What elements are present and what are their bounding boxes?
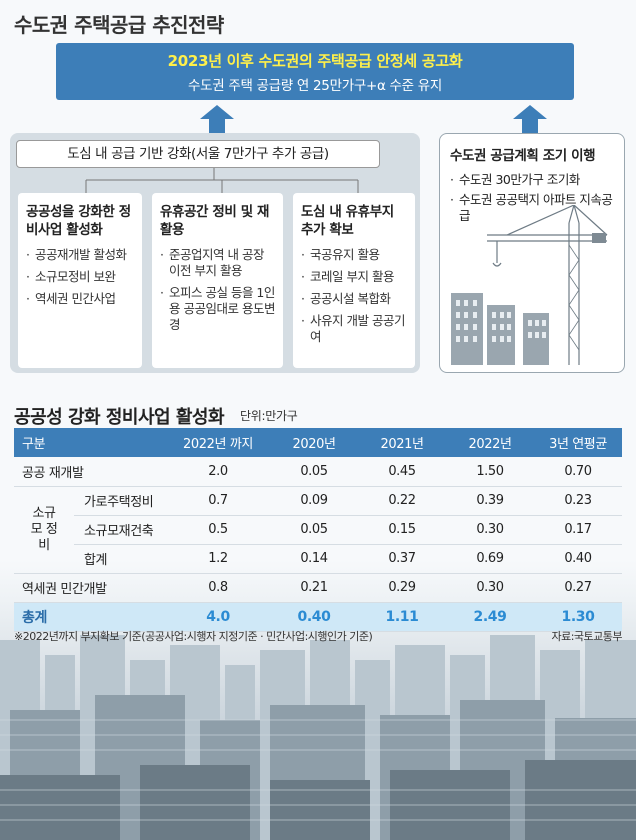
table-cell: 1.2: [166, 544, 270, 574]
list-item: 소규모정비 보완: [26, 269, 134, 285]
row-label: 가로주택정비: [74, 486, 166, 516]
table-cell: 0.39: [446, 486, 534, 516]
column-title: 공공성을 강화한 정비사업 활성화: [26, 204, 131, 238]
table-cell: 2.0: [166, 457, 270, 487]
table-cell: 1.11: [358, 602, 446, 632]
table-cell: 0.22: [358, 486, 446, 516]
strategy-heading: 도심 내 공급 기반 강화(서울 7만가구 추가 공급): [16, 140, 380, 168]
apartment-city-photo: [0, 600, 636, 840]
table-cell: 0.14: [270, 544, 358, 574]
crane-buildings-illustration: [451, 205, 608, 365]
table-cell: 0.23: [534, 486, 622, 516]
table-cell: 0.21: [270, 573, 358, 603]
table-cell: 0.40: [534, 544, 622, 574]
column-header: 구분: [14, 428, 166, 457]
table-cell: 0.7: [166, 486, 270, 516]
column-header: 3년 연평균: [534, 428, 622, 457]
early-plan-title: 수도권 공급계획 조기 이행: [450, 148, 596, 164]
table-cell: 1.50: [446, 457, 534, 487]
list-item: 공공시설 복합화: [301, 291, 407, 307]
table-cell: 2.49: [446, 602, 534, 632]
table-cell: 0.09: [270, 486, 358, 516]
row-label: 총계: [14, 602, 166, 632]
list-item: 준공업지역 내 공장 이전 부지 활용: [160, 247, 275, 279]
list-item: 수도권 30만가구 조기화: [450, 172, 614, 188]
up-arrow-icon: [513, 105, 547, 135]
table-cell: 0.40: [270, 602, 358, 632]
banner-headline: 2023년 이후 수도권의 주택공급 안정세 공고화: [167, 52, 463, 70]
table-cell: 1.30: [534, 602, 622, 632]
table-row: 소규모재건축 0.5 0.05 0.15 0.30 0.17: [14, 515, 622, 545]
list-item: 수도권 공공택지 아파트 지속공급: [450, 192, 614, 224]
table-row: 역세권 민간개발 0.8 0.21 0.29 0.30 0.27: [14, 573, 622, 603]
table-cell: 0.27: [534, 573, 622, 603]
list-item: 사유지 개발 공공기여: [301, 313, 407, 345]
table-row: 공공 재개발 2.0 0.05 0.45 1.50 0.70: [14, 457, 622, 487]
strategy-column-2: 유휴공간 정비 및 재활용 준공업지역 내 공장 이전 부지 활용 오피스 공실…: [152, 193, 283, 368]
table-cell: 0.5: [166, 515, 270, 545]
table-cell: 0.30: [446, 515, 534, 545]
redevelopment-table: 구분 2022년 까지 2020년 2021년 2022년 3년 연평균 공공 …: [14, 428, 622, 632]
table-row: 합계 1.2 0.14 0.37 0.69 0.40: [14, 544, 622, 574]
table-cell: 0.15: [358, 515, 446, 545]
table-cell: 0.8: [166, 573, 270, 603]
infographic-title: 수도권 주택공급 추진전략: [14, 13, 224, 37]
column-header: 2020년: [270, 428, 358, 457]
up-arrow-icon: [200, 105, 234, 135]
connector-lines: [85, 168, 359, 194]
strategy-column-1: 공공성을 강화한 정비사업 활성화 공공재개발 활성화 소규모정비 보완 역세권…: [18, 193, 142, 368]
table-cell: 0.05: [270, 515, 358, 545]
footnote: ※2022년까지 부지확보 기준(공공사업:시행자 지정기준 · 민간사업:시행…: [14, 630, 373, 643]
group-label-text: 소규모 정비: [30, 505, 58, 553]
column-header: 2021년: [358, 428, 446, 457]
column-title: 유휴공간 정비 및 재활용: [160, 204, 270, 238]
row-label: 소규모재건축: [74, 515, 166, 545]
group-label: 소규모 정비: [14, 486, 74, 574]
table-section-title: 공공성 강화 정비사업 활성화: [14, 407, 225, 428]
table-cell: 0.69: [446, 544, 534, 574]
row-label: 공공 재개발: [14, 457, 166, 487]
list-item: 코레일 부지 활용: [301, 269, 407, 285]
list-item: 국공유지 활용: [301, 247, 407, 263]
total-row: 총계 4.0 0.40 1.11 2.49 1.30: [14, 602, 622, 632]
column-header: 2022년 까지: [166, 428, 270, 457]
table-cell: 0.29: [358, 573, 446, 603]
table-cell: 0.45: [358, 457, 446, 487]
table-cell: 0.30: [446, 573, 534, 603]
source-note: 자료:국토교통부: [551, 630, 622, 643]
strategy-column-3: 도심 내 유휴부지 추가 확보 국공유지 활용 코레일 부지 활용 공공시설 복…: [293, 193, 415, 368]
banner-subline: 수도권 주택 공급량 연 25만가구+α 수준 유지: [187, 78, 443, 94]
table-row: 소규모 정비 가로주택정비 0.7 0.09 0.22 0.39 0.23: [14, 486, 622, 574]
list-item: 공공재개발 활성화: [26, 247, 134, 263]
row-label: 합계: [74, 544, 166, 574]
column-header: 2022년: [446, 428, 534, 457]
goal-banner: 2023년 이후 수도권의 주택공급 안정세 공고화 수도권 주택 공급량 연 …: [56, 43, 574, 100]
unit-label: 단위:만가구: [240, 409, 298, 423]
table-cell: 0.37: [358, 544, 446, 574]
table-header-row: 구분 2022년 까지 2020년 2021년 2022년 3년 연평균: [14, 428, 622, 457]
table-cell: 0.70: [534, 457, 622, 487]
table-cell: 0.17: [534, 515, 622, 545]
list-item: 오피스 공실 등을 1인용 공공임대로 용도변경: [160, 285, 275, 333]
row-label: 역세권 민간개발: [14, 573, 166, 603]
table-cell: 0.05: [270, 457, 358, 487]
column-title: 도심 내 유휴부지 추가 확보: [301, 204, 394, 238]
table-cell: 4.0: [166, 602, 270, 632]
list-item: 역세권 민간사업: [26, 291, 134, 307]
